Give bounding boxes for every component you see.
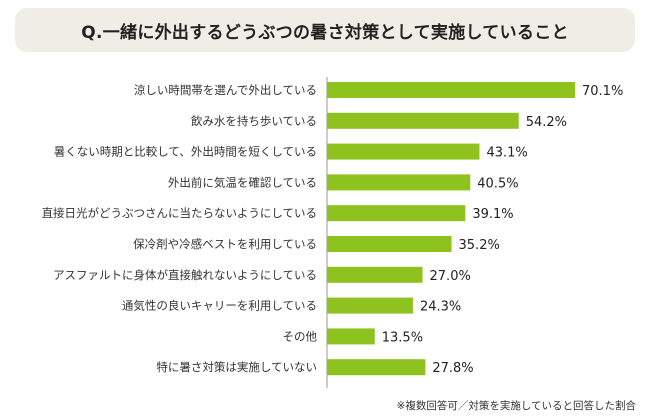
category-label: 飲み水を持ち歩いている [191,114,317,128]
category-label: 通気性の良いキャリーを利用している [122,299,317,313]
data-label: 35.2% [459,238,500,253]
bar [327,82,575,98]
bar [327,143,480,160]
bar [327,359,426,376]
category-label: 直接日光がどうぶつさんに当たらないようにしている [42,206,317,220]
chart-title-box: Q.一緒に外出するどうぶつの暑さ対策として実施していること [15,8,635,52]
bar [327,297,413,314]
data-label: 39.1% [472,207,513,222]
data-label: 43.1% [486,146,527,161]
category-label: 特に暑さ対策は実施していない [156,360,317,374]
chart-title: Q.一緒に外出するどうぶつの暑さ対策として実施していること [81,22,569,43]
data-label: 40.5% [477,176,518,191]
bar [327,236,452,252]
category-label: 涼しい時間帯を選んで外出している [134,83,317,97]
bar [327,205,466,222]
category-label: アスファルトに身体が直接触れないようにしている [53,268,317,282]
bar [327,174,471,191]
data-label: 54.2% [526,115,567,130]
bar [327,328,375,345]
category-label: 外出前に気温を確認している [168,175,317,189]
data-label: 27.0% [430,269,471,284]
data-label: 13.5% [382,330,423,345]
data-label: 24.3% [420,300,461,315]
footnote: ※複数回答可／対策を実施していると回答した割合 [396,400,636,412]
data-label: 70.1% [582,84,623,99]
category-label: その他 [283,329,318,343]
category-label: 暑くない時期と比較して、外出時間を短くしている [54,145,317,159]
bar [327,112,519,129]
data-label: 27.8% [432,361,473,376]
bar [327,266,423,283]
category-label: 保冷剤や冷感ベストを利用している [133,237,317,251]
